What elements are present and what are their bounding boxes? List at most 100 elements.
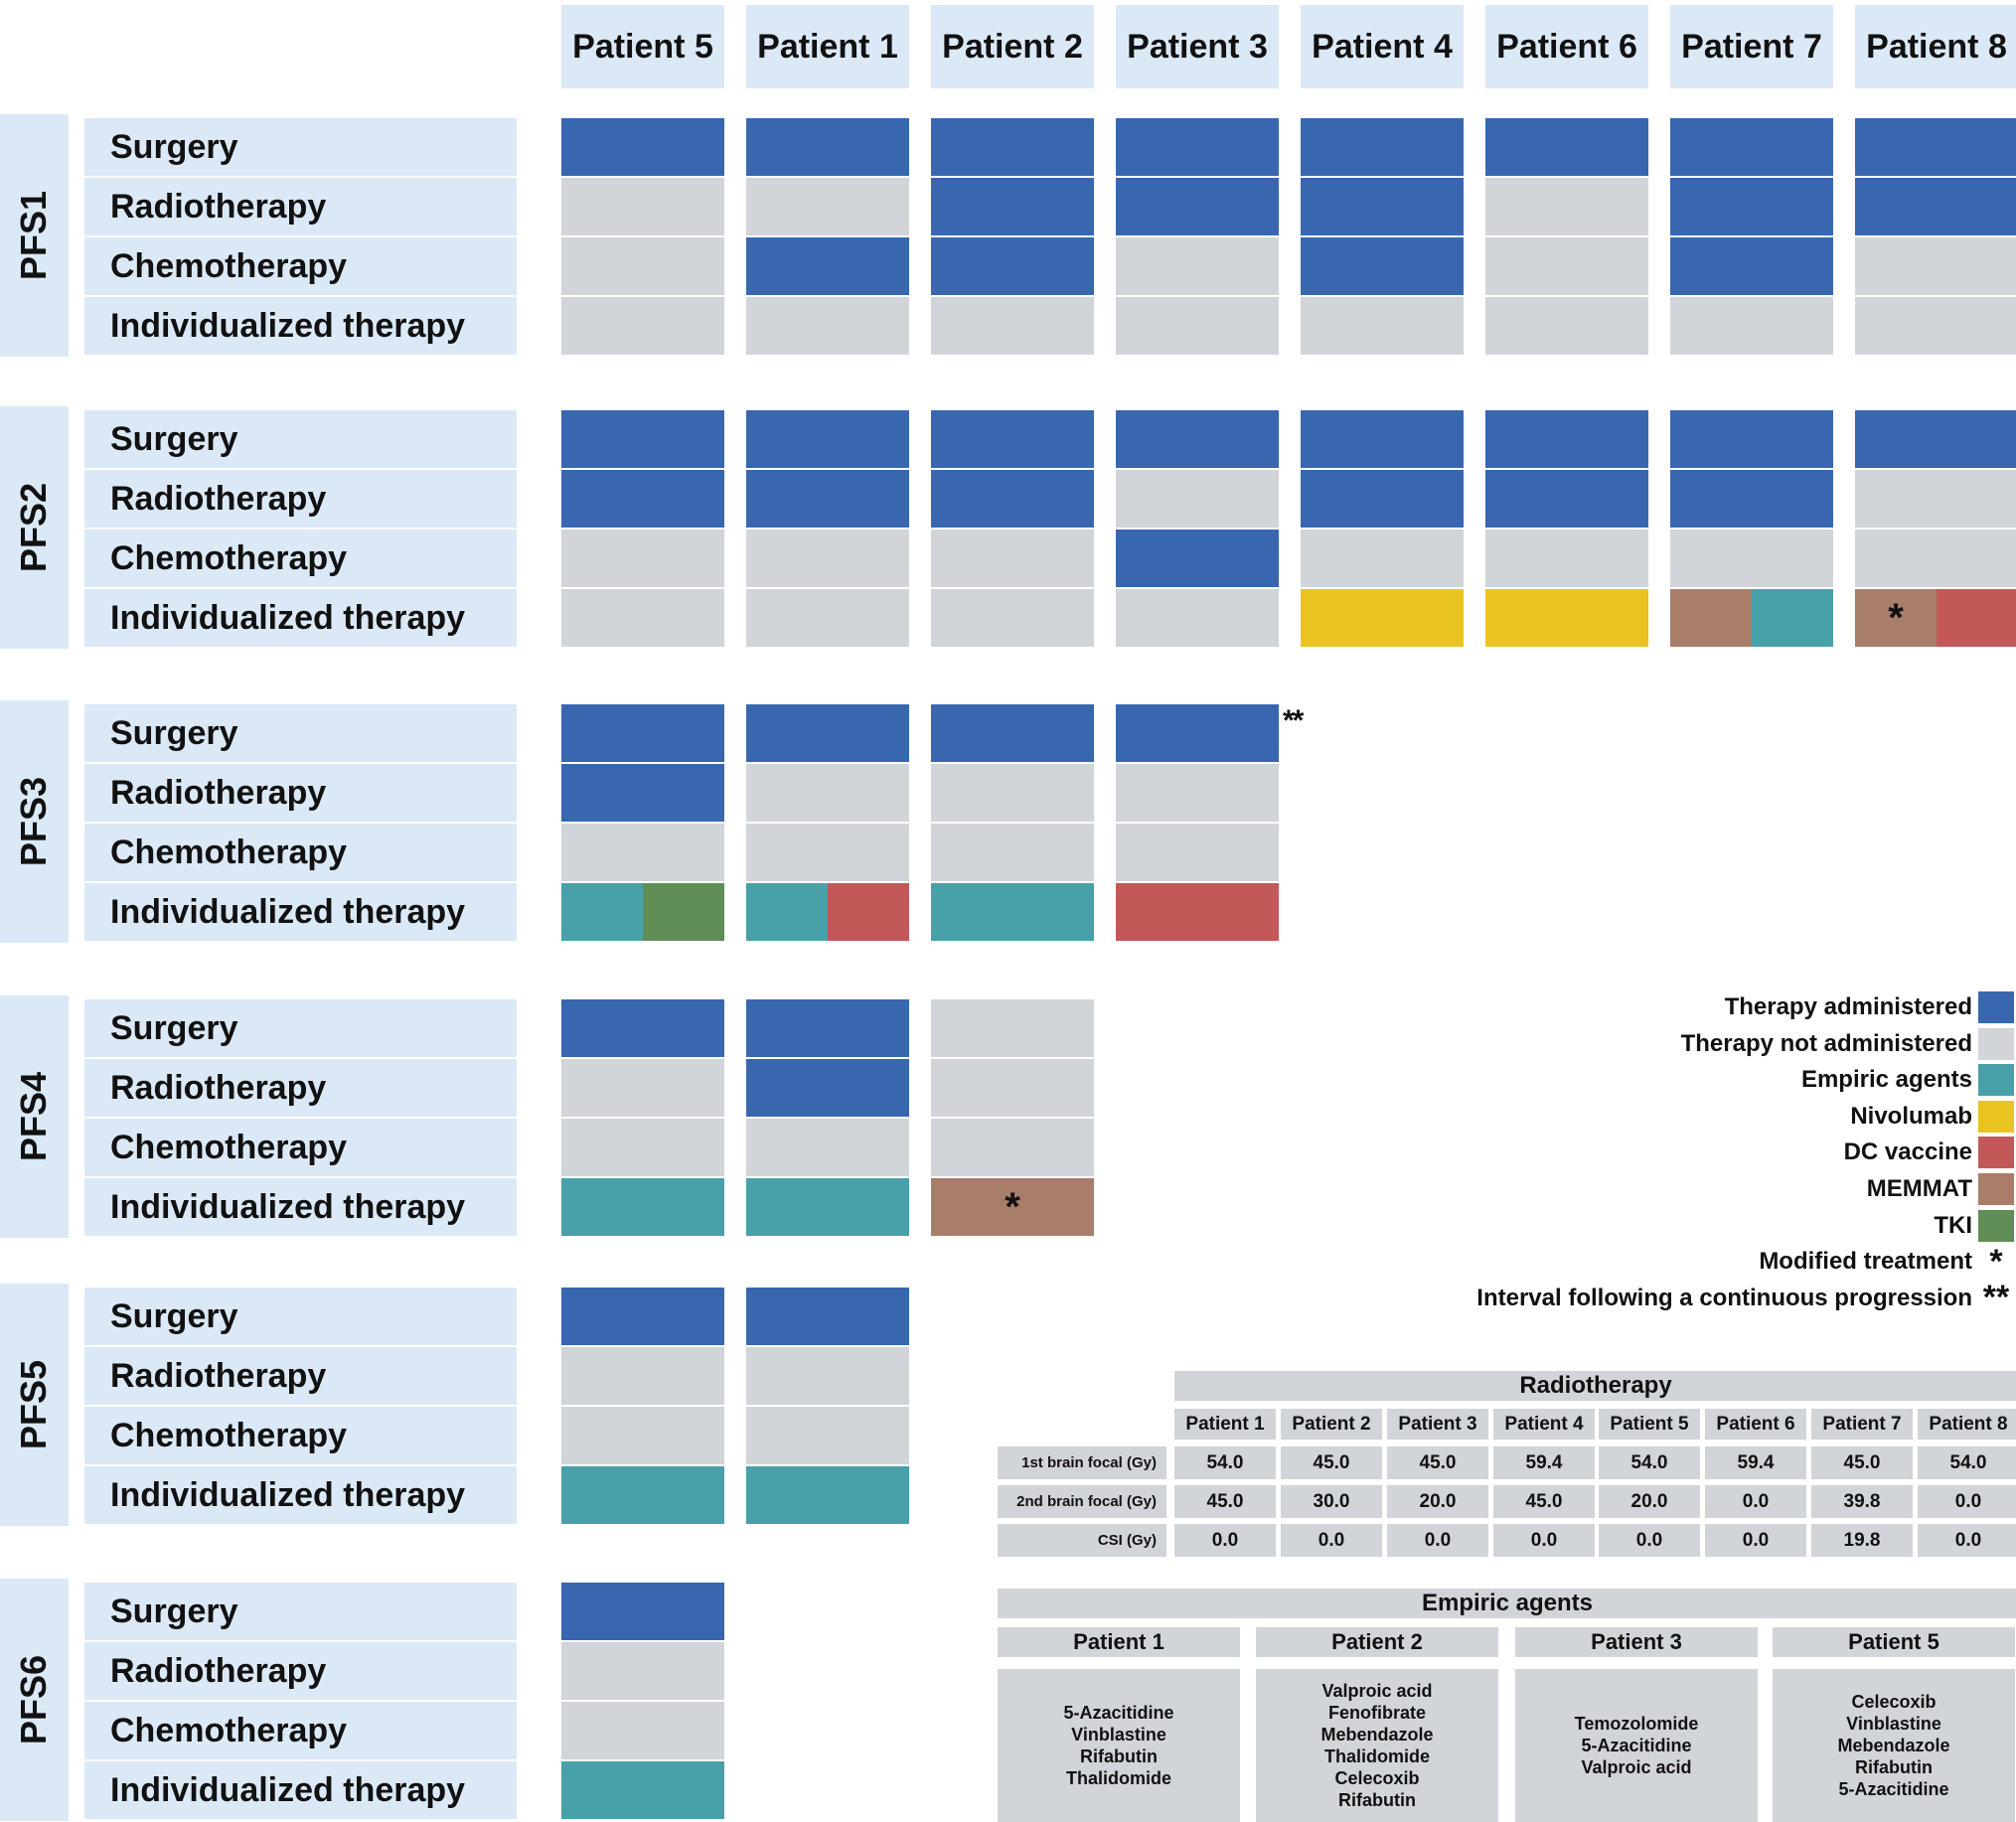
therapy-row-label: Chemotherapy bbox=[84, 824, 517, 883]
therapy-row-label: Radiotherapy bbox=[84, 1347, 517, 1407]
pfs-label-text: PFS5 bbox=[13, 1359, 55, 1450]
therapy-segment bbox=[931, 118, 1094, 176]
radiotherapy-table-cell: 59.4 bbox=[1705, 1446, 1806, 1479]
legend-swatch bbox=[1978, 1100, 2014, 1133]
therapy-segment bbox=[931, 410, 1094, 468]
therapy-cell bbox=[1301, 118, 1464, 178]
therapy-row-label: Radiotherapy bbox=[84, 1059, 517, 1119]
therapy-cell bbox=[561, 1407, 724, 1466]
pfs-label-text: PFS2 bbox=[13, 482, 55, 573]
therapy-cell bbox=[746, 1119, 909, 1178]
legend-label: Modified treatment bbox=[1759, 1248, 1972, 1276]
therapy-segment bbox=[1485, 118, 1648, 176]
therapy-cell bbox=[1855, 237, 2016, 297]
therapy-segment bbox=[1855, 178, 2016, 235]
therapy-segment bbox=[1670, 297, 1833, 355]
radiotherapy-table-cell: 45.0 bbox=[1281, 1446, 1382, 1479]
therapy-row-label: Individualized therapy bbox=[84, 1466, 517, 1526]
empiric-agent: Celecoxib bbox=[1851, 1692, 1937, 1712]
radiotherapy-table-cell: 39.8 bbox=[1811, 1485, 1913, 1518]
therapy-cell bbox=[931, 410, 1094, 470]
therapy-cell bbox=[561, 824, 724, 883]
therapy-segment bbox=[1855, 410, 2016, 468]
radiotherapy-table-column-header: Patient 2 bbox=[1281, 1409, 1382, 1440]
therapy-cell bbox=[561, 410, 724, 470]
empiric-agent-list: Temozolomide 5-Azacitidine Valproic acid bbox=[1515, 1669, 1758, 1822]
therapy-segment bbox=[561, 824, 724, 881]
therapy-segment bbox=[1670, 118, 1833, 176]
therapy-segment bbox=[561, 410, 724, 468]
patient-header: Patient 5 bbox=[561, 5, 724, 88]
empiric-agent: Valproic acid bbox=[1581, 1757, 1692, 1777]
therapy-segment bbox=[1855, 118, 2016, 176]
therapy-segment bbox=[561, 1583, 724, 1640]
patient-header: Patient 8 bbox=[1855, 5, 2016, 88]
therapy-cell bbox=[561, 1119, 724, 1178]
therapy-cell bbox=[746, 589, 909, 649]
legend-label: Therapy not administered bbox=[1680, 1029, 1972, 1057]
therapy-segment bbox=[561, 704, 724, 762]
radiotherapy-table-cell: 45.0 bbox=[1387, 1446, 1488, 1479]
radiotherapy-table-cell: 54.0 bbox=[1918, 1446, 2016, 1479]
therapy-segment bbox=[828, 883, 909, 941]
therapy-row-label: Individualized therapy bbox=[84, 297, 517, 357]
therapy-cell bbox=[1485, 410, 1648, 470]
therapy-cell bbox=[746, 1347, 909, 1407]
therapy-segment bbox=[1116, 530, 1279, 587]
therapy-segment bbox=[1485, 589, 1648, 647]
radiotherapy-table-cell: 45.0 bbox=[1174, 1485, 1276, 1518]
therapy-segment bbox=[561, 237, 724, 295]
empiric-agent: Fenofibrate bbox=[1327, 1703, 1426, 1723]
patient-header: Patient 2 bbox=[931, 5, 1094, 88]
therapy-segment bbox=[1116, 883, 1279, 941]
therapy-cell bbox=[1301, 178, 1464, 237]
pfs-label: PFS4 bbox=[0, 995, 69, 1238]
therapy-segment bbox=[561, 1119, 724, 1176]
pfs-label: PFS3 bbox=[0, 700, 69, 943]
radiotherapy-table-cell: 0.0 bbox=[1387, 1524, 1488, 1557]
therapy-segment bbox=[746, 178, 909, 235]
legend-label: TKI bbox=[1934, 1211, 1972, 1239]
therapy-cell bbox=[561, 1583, 724, 1642]
empiric-agent: 5-Azacitidine bbox=[1838, 1779, 1949, 1799]
legend-mark: * bbox=[1989, 1242, 2003, 1281]
empiric-agent: Valproic acid bbox=[1321, 1681, 1433, 1701]
radiotherapy-table-cell: 0.0 bbox=[1918, 1524, 2016, 1557]
legend-swatch bbox=[1978, 1137, 2014, 1169]
radiotherapy-table-cell: 54.0 bbox=[1599, 1446, 1700, 1479]
therapy-cell bbox=[746, 999, 909, 1059]
therapy-segment bbox=[1670, 530, 1833, 587]
therapy-cell bbox=[1301, 237, 1464, 297]
therapy-cell bbox=[1855, 530, 2016, 589]
therapy-row-label: Chemotherapy bbox=[84, 237, 517, 297]
therapy-segment bbox=[643, 883, 724, 941]
therapy-segment bbox=[746, 237, 909, 295]
therapy-cell bbox=[746, 237, 909, 297]
therapy-segment bbox=[746, 704, 909, 762]
therapy-cell bbox=[1670, 297, 1833, 357]
therapy-cell bbox=[561, 1288, 724, 1347]
therapy-cell bbox=[931, 883, 1094, 943]
pfs-label-text: PFS6 bbox=[13, 1654, 55, 1746]
therapy-cell bbox=[746, 1466, 909, 1526]
therapy-segment bbox=[746, 764, 909, 822]
therapy-cell bbox=[746, 1178, 909, 1238]
therapy-cell bbox=[746, 530, 909, 589]
therapy-cell bbox=[746, 178, 909, 237]
therapy-segment bbox=[561, 999, 724, 1057]
therapy-segment bbox=[561, 1347, 724, 1405]
therapy-row-label: Radiotherapy bbox=[84, 1642, 517, 1702]
legend-label: Interval following a continuous progress… bbox=[1476, 1284, 1972, 1311]
therapy-row-label: Surgery bbox=[84, 1288, 517, 1347]
therapy-segment bbox=[561, 1642, 724, 1700]
therapy-cell bbox=[1116, 118, 1279, 178]
legend-swatch bbox=[1978, 991, 2014, 1023]
therapy-segment bbox=[1116, 589, 1279, 647]
radiotherapy-table-cell: 19.8 bbox=[1811, 1524, 1913, 1557]
therapy-cell bbox=[561, 1178, 724, 1238]
therapy-cell bbox=[1670, 470, 1833, 530]
pfs-label: PFS5 bbox=[0, 1284, 69, 1526]
therapy-segment bbox=[1485, 530, 1648, 587]
patient-header: Patient 7 bbox=[1670, 5, 1833, 88]
